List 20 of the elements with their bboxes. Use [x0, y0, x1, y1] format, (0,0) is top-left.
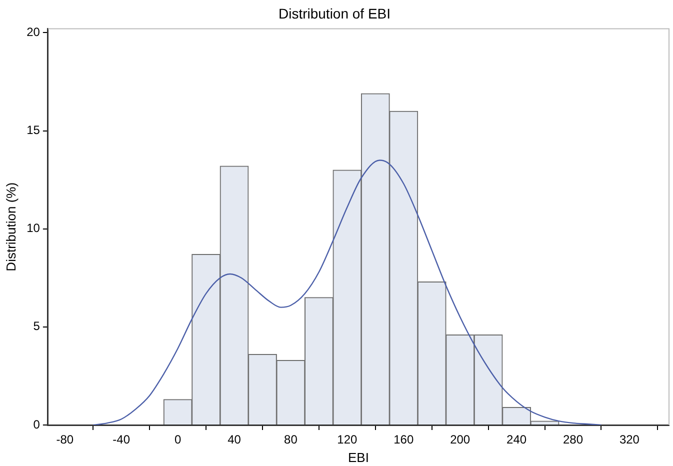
y-axis-title: Distribution (%): [3, 182, 18, 272]
chart-title: Distribution of EBI: [278, 5, 391, 22]
x-tick-label: 200: [450, 432, 470, 447]
y-tick-label: 5: [33, 319, 40, 334]
x-tick-label: 40: [228, 432, 242, 447]
x-tick-label: 280: [563, 432, 584, 447]
x-tick-label: 80: [284, 432, 298, 447]
x-tick-label: 120: [337, 432, 358, 447]
x-tick-label: 240: [506, 432, 527, 447]
y-tick-label: 10: [26, 221, 40, 236]
y-tick-label: 0: [33, 417, 40, 432]
y-tick-label: 15: [26, 123, 40, 138]
x-tick-label: 160: [394, 432, 414, 447]
x-tick-label: -80: [56, 432, 74, 447]
x-tick-label: 0: [174, 432, 182, 447]
y-tick-label: 20: [26, 25, 40, 40]
x-axis-title: EBI: [348, 450, 369, 465]
x-tick-label: -40: [112, 432, 130, 447]
x-tick-label: 320: [619, 432, 640, 447]
line-series: [92, 160, 602, 425]
